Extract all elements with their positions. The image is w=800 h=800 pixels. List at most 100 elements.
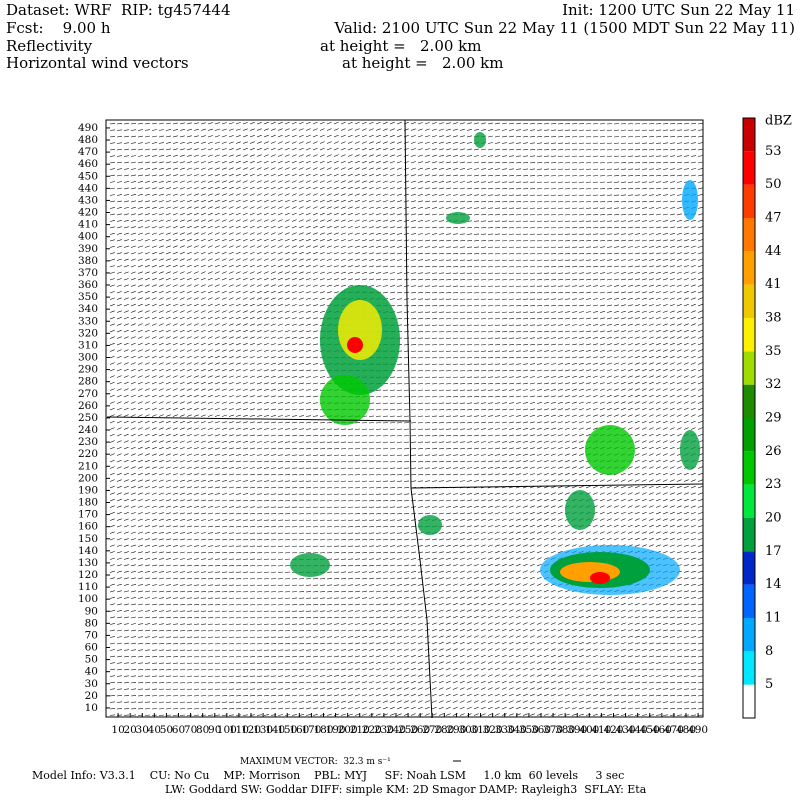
colorbar-frame bbox=[742, 117, 756, 719]
x-tick-label: 60 bbox=[172, 724, 185, 736]
x-tick-label: 70 bbox=[184, 724, 197, 736]
colorbar-label: 41 bbox=[765, 277, 782, 292]
x-tick-label: 140 bbox=[265, 724, 285, 736]
colorbar-label: 35 bbox=[765, 344, 782, 359]
echo bbox=[565, 490, 595, 530]
y-tick-label: 240 bbox=[78, 424, 98, 436]
x-tick-label: 360 bbox=[531, 724, 551, 736]
x-tick-label: 430 bbox=[616, 724, 636, 736]
y-tick-label: 40 bbox=[85, 666, 98, 678]
x-tick-label: 450 bbox=[640, 724, 660, 736]
y-tick-label: 320 bbox=[78, 327, 98, 339]
y-tick-label: 60 bbox=[85, 642, 98, 654]
y-tick-label: 130 bbox=[78, 557, 98, 569]
x-tick-label: 200 bbox=[338, 724, 358, 736]
colorbar-swatch bbox=[743, 184, 755, 218]
colorbar-swatch bbox=[743, 518, 755, 552]
y-tick-label: 160 bbox=[78, 521, 98, 533]
y-tick-label: 340 bbox=[78, 303, 98, 315]
x-tick-label: 290 bbox=[446, 724, 466, 736]
x-tick-label: 340 bbox=[507, 724, 527, 736]
y-tick-label: 490 bbox=[78, 122, 98, 134]
echo bbox=[560, 562, 620, 582]
state-border bbox=[106, 416, 412, 422]
x-tick-label: 10 bbox=[111, 724, 124, 736]
y-tick-label: 380 bbox=[78, 255, 98, 267]
x-tick-label: 350 bbox=[519, 724, 539, 736]
state-border bbox=[410, 483, 704, 489]
colorbar-unit: dBZ bbox=[765, 114, 792, 129]
y-tick-label: 270 bbox=[78, 388, 98, 400]
x-tick-label: 180 bbox=[313, 724, 333, 736]
colorbar-swatch bbox=[743, 284, 755, 318]
y-tick-label: 80 bbox=[85, 617, 98, 629]
y-tick-label: 360 bbox=[78, 279, 98, 291]
field-level: at height = 2.00 km bbox=[342, 54, 503, 72]
x-tick-label: 120 bbox=[241, 724, 261, 736]
reflectivity bbox=[290, 132, 700, 595]
echo bbox=[585, 425, 635, 475]
x-tick-label: 380 bbox=[555, 724, 575, 736]
dataset: Dataset: WRF RIP: tg457444 bbox=[6, 1, 231, 19]
x-tick-label: 30 bbox=[136, 724, 149, 736]
colorbar-swatch bbox=[743, 218, 755, 252]
x-tick-label: 50 bbox=[160, 724, 173, 736]
y-tick-label: 420 bbox=[78, 207, 98, 219]
x-tick-label: 470 bbox=[664, 724, 684, 736]
y-tick-label: 30 bbox=[85, 678, 98, 690]
y-tick-label: 190 bbox=[78, 484, 98, 496]
state-border bbox=[404, 119, 433, 719]
y-tick-label: 170 bbox=[78, 509, 98, 521]
x-tick-label: 440 bbox=[628, 724, 648, 736]
colorbar-label: 47 bbox=[765, 211, 782, 226]
y-tick-label: 330 bbox=[78, 315, 98, 327]
x-tick-label: 160 bbox=[289, 724, 309, 736]
x-tick-label: 190 bbox=[326, 724, 346, 736]
x-tick-label: 320 bbox=[483, 724, 503, 736]
y-tick-label: 150 bbox=[78, 533, 98, 545]
echo bbox=[682, 180, 698, 220]
colorbar-label: 14 bbox=[765, 577, 782, 592]
colorbar-swatch bbox=[743, 651, 755, 685]
echo bbox=[474, 132, 486, 148]
y-tick-label: 430 bbox=[78, 194, 98, 206]
colorbar-swatch bbox=[743, 318, 755, 352]
x-tick-label: 420 bbox=[603, 724, 623, 736]
echo bbox=[290, 553, 330, 577]
x-tick-label: 20 bbox=[123, 724, 136, 736]
colorbar-swatch bbox=[743, 584, 755, 618]
vector-field bbox=[109, 121, 704, 716]
y-tick-label: 300 bbox=[78, 352, 98, 364]
colorbar-swatch bbox=[743, 551, 755, 585]
colorbar-swatch bbox=[743, 684, 755, 718]
y-tick-label: 90 bbox=[85, 605, 98, 617]
y-tick-label: 70 bbox=[85, 629, 98, 641]
colorbar-swatch bbox=[743, 418, 755, 452]
echo bbox=[590, 572, 610, 584]
valid-time: Valid: 2100 UTC Sun 22 May 11 (1500 MDT … bbox=[333, 19, 795, 37]
x-tick-label: 100 bbox=[217, 724, 237, 736]
y-tick-label: 50 bbox=[85, 654, 98, 666]
forecast-hour: Fcst: 9.00 h bbox=[6, 19, 111, 37]
x-tick-label: 400 bbox=[579, 724, 599, 736]
colorbar-label: 29 bbox=[765, 411, 782, 426]
y-tick-label: 260 bbox=[78, 400, 98, 412]
colorbar-label: 44 bbox=[765, 244, 782, 259]
x-tick-label: 80 bbox=[196, 724, 209, 736]
y-tick-label: 310 bbox=[78, 339, 98, 351]
x-tick-label: 330 bbox=[495, 724, 515, 736]
x-tick-label: 490 bbox=[688, 724, 708, 736]
y-tick-label: 200 bbox=[78, 472, 98, 484]
colorbar-label: 38 bbox=[765, 311, 782, 326]
y-tick-label: 290 bbox=[78, 364, 98, 376]
y-tick-label: 180 bbox=[78, 497, 98, 509]
x-tick-label: 230 bbox=[374, 724, 394, 736]
y-tick-label: 110 bbox=[78, 581, 98, 593]
model-physics: LW: Goddard SW: Goddar DIFF: simple KM: … bbox=[165, 783, 647, 796]
colorbar-swatch bbox=[743, 251, 755, 285]
echo bbox=[446, 212, 470, 224]
x-tick-label: 300 bbox=[458, 724, 478, 736]
x-tick-label: 170 bbox=[301, 724, 321, 736]
